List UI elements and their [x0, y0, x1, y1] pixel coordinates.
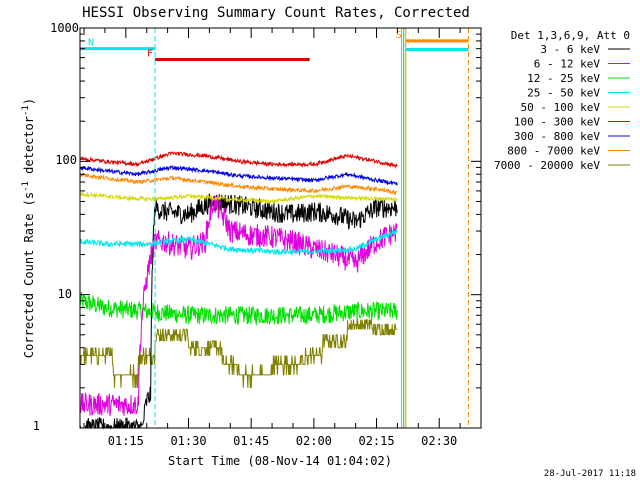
xtick-label-0115: 01:15 [108, 434, 144, 448]
legend-label-8: 7000 - 20000 keV [494, 159, 600, 172]
y-axis-label-mid: detector [22, 116, 36, 181]
series-line-800-7000kev [79, 171, 398, 196]
date-stamp: 28-Jul-2017 11:18 [544, 469, 636, 479]
legend-label-7: 800 - 7000 keV [507, 145, 600, 158]
series-layer [79, 150, 398, 430]
y-axis-label-sup1: -1 [21, 181, 31, 192]
y-axis-label: Corrected Count Rate (s-1 detector-1) [21, 98, 36, 358]
flags-layer: N F S [80, 30, 469, 62]
legend-label-0: 3 - 6 keV [540, 43, 600, 56]
flag-label-n: N [88, 38, 94, 49]
legend: Det 1,3,6,9, Att 0 3 - 6 keV 6 - 12 keV12… [494, 29, 630, 172]
y-axis-label-sup2: -1 [21, 105, 31, 116]
xtick-label-0130: 01:30 [170, 434, 206, 448]
xtick-label-0230: 02:30 [421, 434, 457, 448]
flag-label-s: S [396, 30, 402, 41]
series-line-7000-20000kev [79, 319, 398, 388]
series-line-3-6kev [79, 193, 398, 430]
series-line-50-100kev [79, 190, 398, 204]
x-axis-label: Start Time (08-Nov-14 01:04:02) [168, 454, 392, 468]
series-line-6-12kev [79, 195, 398, 417]
legend-label-3: 25 - 50 keV [527, 87, 600, 100]
legend-header: Det 1,3,6,9, Att 0 [511, 29, 630, 42]
axis-ticks [80, 28, 482, 429]
vlines-layer [154, 28, 469, 428]
legend-label-5: 100 - 300 keV [514, 116, 600, 129]
legend-label-2: 12 - 25 keV [527, 72, 600, 85]
plot-area: N F S [79, 28, 469, 430]
chart-title: HESSI Observing Summary Count Rates, Cor… [82, 5, 470, 21]
legend-label-6: 300 - 800 keV [514, 130, 600, 143]
y-axis-label-end: ) [22, 98, 36, 105]
series-line-25-50kev [79, 228, 398, 256]
series-line-12-25kev [79, 291, 398, 326]
flag-label-f: F [147, 49, 153, 60]
ytick-label-1: 1 [33, 419, 40, 433]
ytick-label-100: 100 [55, 153, 77, 167]
legend-label-1: 6 - 12 keV [534, 58, 601, 71]
series-line-300-800kev [79, 165, 398, 186]
plot-frame [79, 27, 482, 429]
legend-label-4: 50 - 100 keV [521, 101, 601, 114]
x-tick-labels: 01:15 01:30 01:45 02:00 02:15 02:30 [108, 434, 458, 448]
xtick-label-0215: 02:15 [358, 434, 394, 448]
series-line-100-300kev [79, 150, 398, 169]
xtick-label-0145: 01:45 [233, 434, 269, 448]
ytick-label-1000: 1000 [50, 21, 79, 35]
xtick-label-0200: 02:00 [296, 434, 332, 448]
y-axis-label-main: Corrected Count Rate (s [22, 192, 36, 358]
ytick-label-10: 10 [58, 287, 72, 301]
